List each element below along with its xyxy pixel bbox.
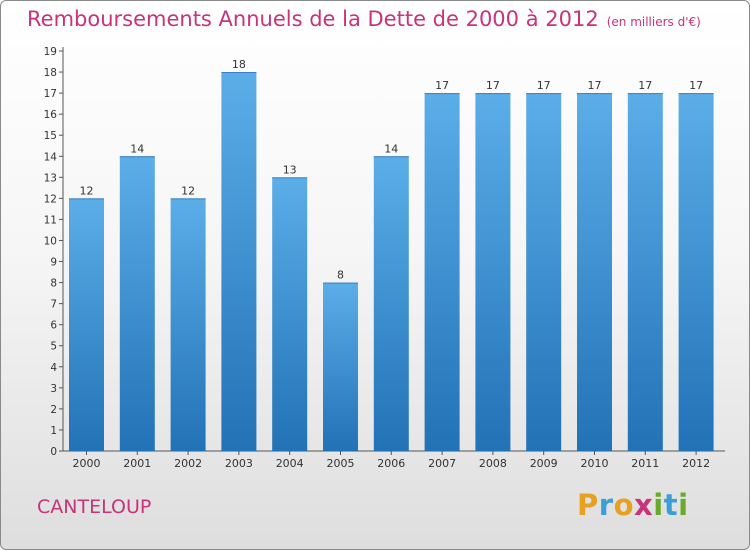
bar-2001 [119, 156, 155, 451]
logo-letter: i [653, 488, 664, 522]
x-tick-label: 2007 [428, 457, 456, 470]
x-tick-label: 2004 [276, 457, 304, 470]
x-tick-label: 2006 [377, 457, 405, 470]
y-tick-label: 9 [50, 257, 57, 269]
logo-letter: i [678, 488, 689, 522]
data-label: 17 [435, 79, 449, 92]
data-label: 18 [232, 58, 246, 71]
y-tick-label: 4 [50, 362, 57, 374]
x-tick-label: 2010 [581, 457, 609, 470]
chart-title-text: Remboursements Annuels de la Dette de 20… [27, 7, 599, 31]
x-tick-label: 2011 [631, 457, 659, 470]
bar-2005 [323, 282, 358, 451]
y-tick-label: 7 [50, 299, 57, 311]
x-tick-label: 2009 [530, 457, 558, 470]
bar-2004 [272, 177, 308, 451]
logo-letter: x [634, 488, 654, 522]
data-label: 13 [283, 163, 297, 176]
y-tick-label: 19 [44, 46, 57, 58]
logo-letter: o [613, 488, 635, 522]
x-tick-label: 2012 [682, 457, 710, 470]
y-tick-label: 11 [44, 214, 57, 226]
data-label: 12 [80, 184, 94, 197]
data-label: 14 [384, 142, 398, 155]
bar-2008 [475, 93, 511, 452]
y-tick-label: 0 [50, 446, 57, 458]
chart-subtitle: (en milliers d'€) [606, 15, 701, 29]
data-label: 17 [486, 79, 500, 92]
data-label: 12 [181, 184, 195, 197]
y-tick-label: 14 [44, 151, 58, 163]
logo-letter: t [663, 488, 679, 522]
data-label: 17 [689, 79, 703, 92]
data-label: 17 [638, 79, 652, 92]
bar-2009 [526, 93, 562, 452]
y-tick-label: 13 [44, 172, 57, 184]
city-name: CANTELOUP [37, 496, 152, 518]
data-label: 17 [537, 79, 551, 92]
bar-2000 [69, 198, 104, 451]
x-tick-label: 2002 [174, 457, 202, 470]
logo-letter: P [577, 488, 599, 522]
data-label: 8 [337, 269, 344, 282]
y-tick-label: 12 [44, 193, 57, 205]
y-tick-label: 18 [44, 67, 57, 79]
logo-letter: r [598, 488, 614, 522]
y-tick-label: 15 [44, 130, 57, 142]
bar-2012 [678, 93, 714, 452]
bar-2002 [170, 198, 206, 451]
x-tick-label: 2008 [479, 457, 507, 470]
proxiti-logo: Proxiti [577, 488, 689, 522]
bar-2011 [627, 93, 663, 452]
y-tick-label: 3 [50, 383, 57, 395]
y-tick-label: 5 [50, 341, 57, 353]
y-tick-label: 16 [44, 109, 58, 121]
x-tick-label: 2003 [225, 457, 253, 470]
y-tick-label: 2 [50, 404, 57, 416]
y-tick-label: 10 [44, 235, 57, 247]
bar-2006 [373, 156, 409, 451]
bar-2003 [221, 72, 257, 451]
x-tick-label: 2001 [123, 457, 151, 470]
chart-title: Remboursements Annuels de la Dette de 20… [27, 7, 701, 31]
bar-2010 [577, 93, 612, 452]
y-tick-label: 17 [44, 88, 57, 100]
data-label: 14 [130, 142, 144, 155]
x-tick-label: 2005 [327, 457, 355, 470]
chart-bars [69, 72, 714, 452]
chart-data-labels: 12 14 12 18 13 8 14 17 17 17 17 17 17 [80, 58, 704, 282]
data-label: 17 [588, 79, 602, 92]
y-tick-label: 1 [50, 425, 57, 437]
y-tick-label: 6 [50, 320, 57, 332]
y-tick-label: 8 [50, 278, 57, 290]
x-tick-label: 2000 [73, 457, 101, 470]
bar-2007 [424, 93, 460, 452]
